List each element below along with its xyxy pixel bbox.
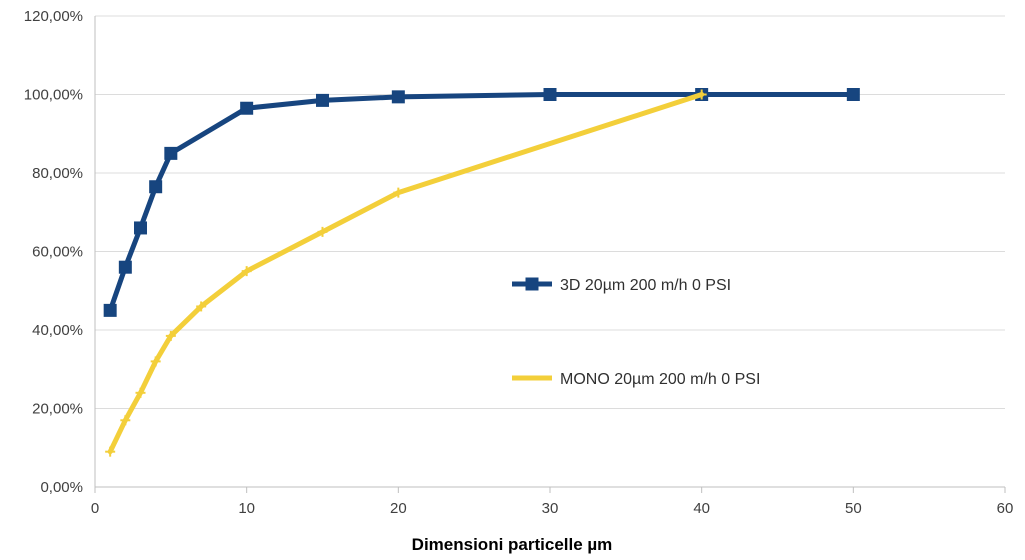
- y-tick-label: 80,00%: [32, 165, 83, 182]
- series-line-1: [107, 92, 856, 313]
- x-tick-label: 10: [238, 500, 255, 517]
- x-tick-labels: 0 10 20 30 40 50 60: [91, 500, 1014, 517]
- x-tick-label: 30: [542, 500, 559, 517]
- data-point-series-1: [316, 93, 329, 107]
- series-line-2: [107, 92, 705, 455]
- y-tick-label: 40,00%: [32, 322, 83, 339]
- data-point-series-1: [543, 88, 557, 101]
- data-point-series-2: [150, 356, 161, 367]
- data-point-series-2: [696, 89, 707, 100]
- y-tick-label: 100,00%: [24, 87, 83, 104]
- data-point-series-1: [240, 101, 254, 115]
- x-tick-label: 0: [91, 500, 99, 517]
- legend-label-2: MONO 20µm 200 m/h 0 PSI: [560, 371, 760, 388]
- data-point-series-2: [105, 446, 116, 457]
- y-tick-label: 120,00%: [24, 8, 83, 25]
- data-point-series-2: [241, 266, 252, 277]
- legend: 3D 20µm 200 m/h 0 PSI MONO 20µm 200 m/h 0…: [512, 277, 760, 388]
- x-tick-label: 60: [997, 500, 1014, 517]
- y-tick-labels: 0,00% 20,00% 40,00% 60,00% 80,00% 100,00% 120,…: [24, 8, 83, 496]
- y-tick-label: 60,00%: [32, 244, 83, 261]
- legend-marker-1: [525, 277, 539, 291]
- legend-label-1: 3D 20µm 200 m/h 0 PSI: [560, 277, 731, 294]
- data-point-series-2: [135, 387, 146, 398]
- data-point-series-1: [149, 180, 163, 194]
- data-point-series-1: [164, 146, 178, 160]
- series-group: [103, 88, 860, 457]
- axes: [94, 16, 1006, 493]
- x-tick-label: 20: [390, 500, 407, 517]
- y-tick-label: 0,00%: [40, 479, 83, 496]
- data-point-series-2: [120, 415, 131, 426]
- data-point-series-1: [103, 303, 117, 317]
- data-point-series-2: [317, 226, 328, 237]
- data-point-series-2: [196, 301, 207, 312]
- data-point-series-2: [393, 187, 404, 198]
- data-point-series-1: [118, 260, 132, 274]
- gridlines: [95, 15, 1005, 409]
- data-point-series-2: [165, 330, 176, 341]
- data-point-series-1: [391, 90, 405, 104]
- data-point-series-1: [134, 221, 147, 235]
- x-axis-title: Dimensioni particelle µm: [412, 535, 613, 554]
- y-tick-label: 20,00%: [32, 401, 83, 418]
- x-tick-label: 50: [845, 500, 862, 517]
- x-tick-label: 40: [693, 500, 710, 517]
- data-point-series-1: [846, 88, 860, 101]
